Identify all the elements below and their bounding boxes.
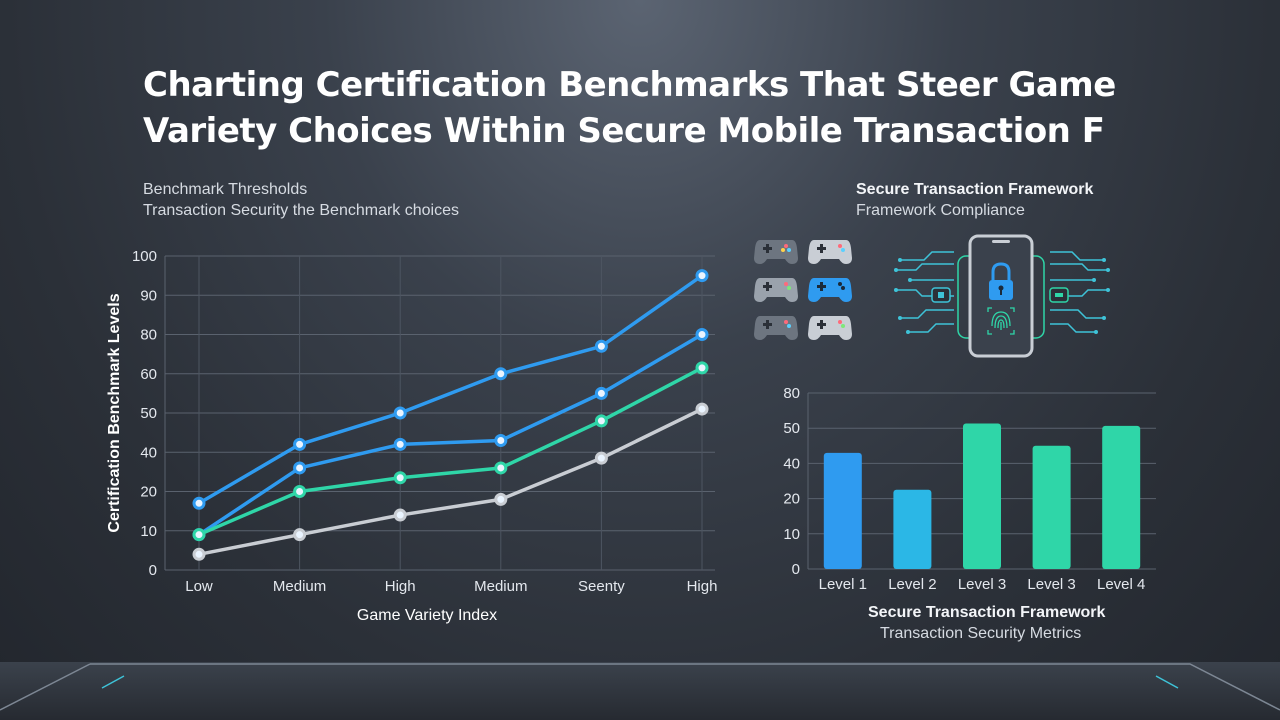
y-tick-label: 0 — [792, 561, 800, 578]
y-tick-label: 10 — [783, 526, 800, 543]
data-point — [393, 471, 407, 485]
data-point — [594, 414, 608, 428]
data-point — [494, 492, 508, 506]
data-point — [393, 508, 407, 522]
bar-chart: 0 10 20 40 50 80 Level 1 Level 2 Level 3 Level 3 L… — [783, 385, 1156, 593]
data-point — [494, 433, 508, 447]
data-point — [393, 406, 407, 420]
series-line — [198, 274, 704, 505]
gamepad-icon — [808, 278, 852, 302]
x-tick-label: Medium — [474, 578, 527, 595]
floor-edge — [0, 663, 1280, 711]
y-tick-label: 80 — [140, 327, 157, 344]
floor-panel — [0, 662, 1280, 720]
data-point — [192, 496, 206, 510]
line-chart-heading: Benchmark Thresholds — [143, 181, 308, 198]
gamepad-icon — [808, 316, 852, 340]
x-axis-title: Game Variety Index — [357, 607, 497, 624]
y-tick-label: 60 — [140, 366, 157, 383]
framework-subheading: Framework Compliance — [856, 202, 1025, 219]
y-tick-label: 50 — [783, 420, 800, 437]
bar-chart-footer-subheading: Transaction Security Metrics — [880, 625, 1082, 642]
data-point — [293, 528, 307, 542]
x-tick-label: Level 3 — [958, 576, 1006, 593]
x-tick-label: High — [385, 578, 416, 595]
series-line — [198, 366, 703, 537]
x-tick-label: Level 1 — [819, 576, 867, 593]
secure-phone-icon — [894, 234, 1110, 358]
x-tick-label: Seenty — [578, 578, 625, 595]
y-tick-label: 50 — [140, 405, 157, 422]
data-point — [695, 269, 709, 283]
bar — [1102, 425, 1141, 569]
framework-heading: Secure Transaction Framework — [856, 181, 1094, 198]
data-point — [594, 451, 608, 465]
bar-chart-footer-heading: Secure Transaction Framework — [868, 604, 1106, 621]
y-tick-label: 40 — [140, 444, 157, 461]
y-tick-label: 10 — [140, 523, 157, 540]
line-chart-subheading: Transaction Security the Benchmark choic… — [143, 202, 459, 219]
data-point — [695, 402, 709, 416]
data-point — [192, 547, 206, 561]
data-point — [393, 437, 407, 451]
series-line — [198, 407, 703, 557]
data-point — [494, 461, 508, 475]
gamepad-icon — [754, 316, 798, 340]
data-point — [293, 485, 307, 498]
data-point — [594, 386, 608, 400]
x-tick-label: Low — [185, 578, 213, 595]
y-tick-label: 90 — [140, 287, 157, 304]
y-tick-label: 20 — [783, 491, 800, 508]
gamepad-icon — [754, 278, 798, 302]
gamepad-icon-grid — [754, 240, 852, 340]
data-point — [695, 361, 709, 375]
x-tick-label: Level 3 — [1027, 576, 1075, 593]
x-tick-label: High — [687, 578, 718, 595]
data-point — [293, 437, 307, 451]
y-axis-title: Certification Benchmark Levels — [106, 293, 123, 532]
series-line — [198, 332, 703, 537]
bar — [963, 423, 1001, 569]
data-point — [594, 339, 608, 353]
y-tick-label: 20 — [140, 484, 157, 501]
x-tick-label: Level 4 — [1097, 576, 1145, 593]
y-tick-label: 100 — [132, 248, 157, 265]
page-title: Charting Certification Benchmarks That S… — [143, 65, 1116, 151]
bar — [1032, 445, 1071, 569]
data-point — [494, 367, 508, 381]
bar — [893, 489, 932, 569]
gamepad-icon — [754, 240, 798, 264]
x-tick-label: Level 2 — [888, 576, 936, 593]
data-point — [293, 461, 307, 475]
data-point — [695, 328, 709, 341]
bar — [823, 452, 862, 569]
y-tick-label: 40 — [783, 455, 800, 472]
data-point — [192, 528, 206, 542]
y-tick-label: 0 — [149, 562, 157, 579]
y-tick-label: 80 — [783, 385, 800, 402]
gamepad-icon — [808, 240, 852, 264]
x-tick-label: Medium — [273, 578, 326, 595]
line-chart: 0 10 20 40 50 60 80 90 100 Low Medium High Medium See… — [106, 248, 718, 624]
